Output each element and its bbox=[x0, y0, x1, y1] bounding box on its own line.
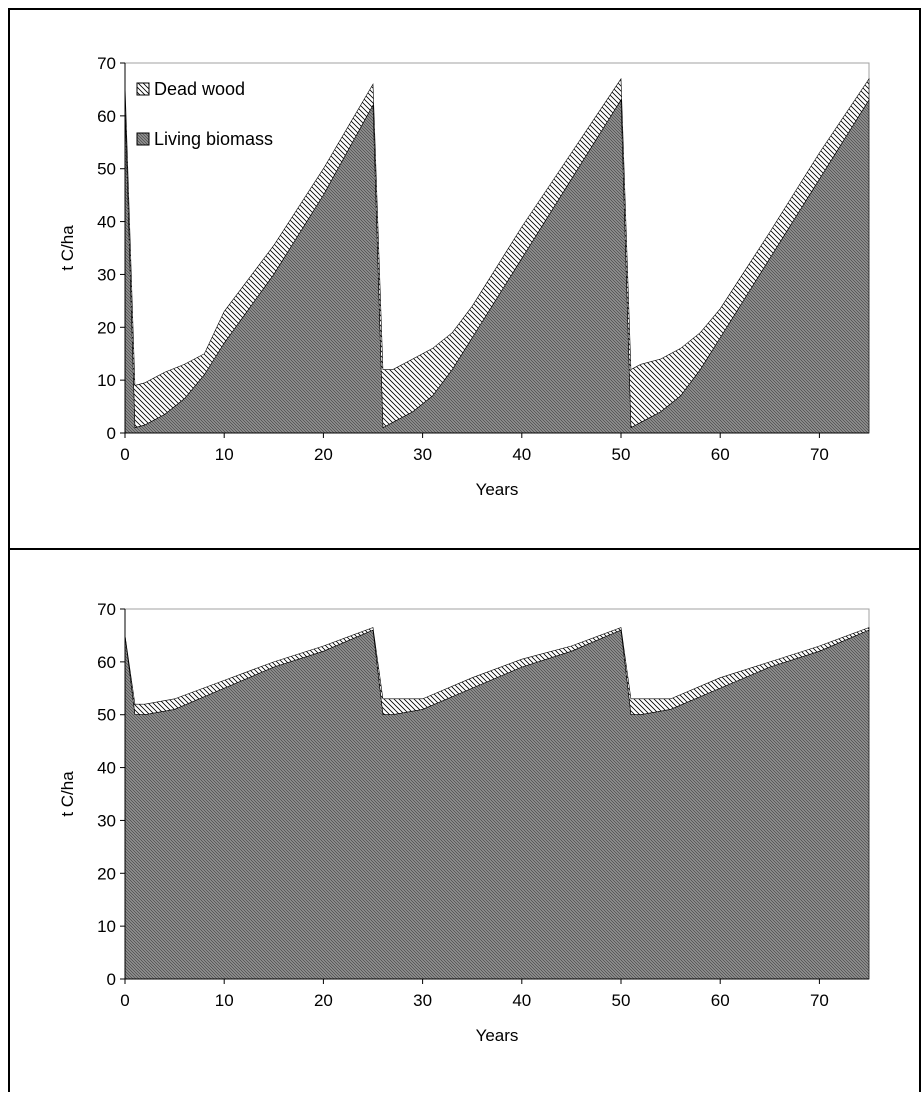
y-tick-label: 70 bbox=[97, 54, 116, 73]
y-tick-label: 10 bbox=[97, 917, 116, 936]
x-tick-label: 40 bbox=[512, 991, 531, 1010]
y-tick-label: 30 bbox=[97, 265, 116, 284]
x-axis-title: Years bbox=[476, 1026, 519, 1045]
y-tick-label: 30 bbox=[97, 811, 116, 830]
y-axis-title: t C/ha bbox=[58, 225, 77, 271]
x-tick-label: 50 bbox=[612, 991, 631, 1010]
legend-label-living-biomass: Living biomass bbox=[154, 129, 273, 149]
x-tick-label: 70 bbox=[810, 991, 829, 1010]
x-tick-label: 20 bbox=[314, 991, 333, 1010]
y-tick-label: 10 bbox=[97, 371, 116, 390]
chart-panel-bottom: 0 10 20 30 40 50 60 70 0 10 20 30 40 50 60 70 Years t C/h… bbox=[8, 548, 921, 1092]
x-tick-label: 60 bbox=[711, 991, 730, 1010]
y-tick-label: 20 bbox=[97, 864, 116, 883]
y-tick-label: 20 bbox=[97, 318, 116, 337]
y-tick-label: 40 bbox=[97, 759, 116, 778]
chart-bottom: 0 10 20 30 40 50 60 70 0 10 20 30 40 50 60 70 Years t C/h… bbox=[58, 600, 870, 1045]
x-tick-label: 10 bbox=[215, 991, 234, 1010]
y-tick-label: 40 bbox=[97, 213, 116, 232]
x-tick-label: 30 bbox=[413, 991, 432, 1010]
y-tick-label: 0 bbox=[107, 424, 116, 443]
y-axis-title: t C/ha bbox=[58, 771, 77, 817]
x-tick-label: 40 bbox=[512, 445, 531, 464]
y-tick-label: 60 bbox=[97, 653, 116, 672]
area-living-biomass bbox=[124, 629, 870, 980]
legend-swatch-dead-wood bbox=[136, 82, 150, 96]
y-tick-label: 0 bbox=[107, 970, 116, 989]
x-tick-label: 0 bbox=[120, 991, 129, 1010]
y-tick-label: 50 bbox=[97, 160, 116, 179]
x-tick-label: 20 bbox=[314, 445, 333, 464]
chart-panel-top: 0 10 20 30 40 50 60 70 0 10 20 30 40 50 60 70 Years t C/h… bbox=[8, 8, 921, 550]
legend-label-dead-wood: Dead wood bbox=[154, 79, 245, 99]
legend-swatch-living-biomass bbox=[136, 132, 150, 146]
area-living-biomass bbox=[124, 98, 870, 434]
x-tick-label: 0 bbox=[120, 445, 129, 464]
x-axis-title: Years bbox=[476, 480, 519, 499]
y-tick-label: 70 bbox=[97, 600, 116, 619]
x-tick-label: 10 bbox=[215, 445, 234, 464]
chart-top: 0 10 20 30 40 50 60 70 0 10 20 30 40 50 60 70 Years t C/h… bbox=[58, 54, 870, 499]
x-tick-label: 30 bbox=[413, 445, 432, 464]
x-tick-label: 60 bbox=[711, 445, 730, 464]
x-tick-label: 50 bbox=[612, 445, 631, 464]
y-tick-label: 50 bbox=[97, 706, 116, 725]
y-tick-label: 60 bbox=[97, 107, 116, 126]
x-tick-label: 70 bbox=[810, 445, 829, 464]
